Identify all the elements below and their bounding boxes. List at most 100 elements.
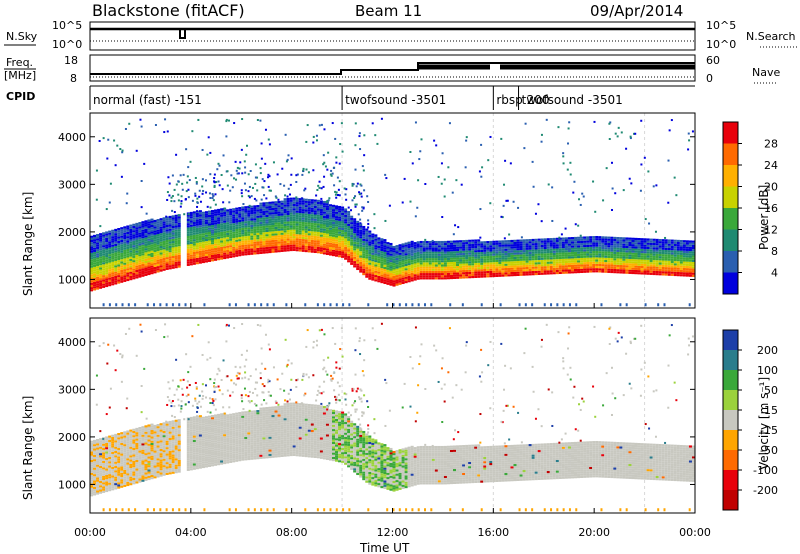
power-cell bbox=[625, 263, 629, 266]
power-cell bbox=[398, 257, 402, 260]
power-cell bbox=[198, 261, 202, 264]
velocity-cell bbox=[108, 450, 112, 453]
power-cell bbox=[204, 224, 208, 227]
power-cell bbox=[630, 182, 633, 185]
power-cell bbox=[440, 258, 444, 261]
power-cell bbox=[304, 215, 308, 218]
power-cell bbox=[141, 261, 145, 264]
power-cell bbox=[377, 241, 381, 244]
power-cell bbox=[543, 261, 547, 265]
power-cell bbox=[120, 237, 124, 240]
power-cell bbox=[277, 213, 281, 216]
power-cell bbox=[398, 282, 402, 285]
power-cell bbox=[371, 248, 375, 251]
power-cell bbox=[580, 266, 584, 269]
power-cell bbox=[141, 270, 145, 273]
power-cell bbox=[274, 226, 278, 230]
power-cell bbox=[186, 218, 190, 222]
power-cell bbox=[549, 238, 553, 241]
power-cell bbox=[259, 243, 263, 246]
power-cell bbox=[241, 118, 244, 121]
power-cell bbox=[344, 255, 348, 258]
power-cell bbox=[564, 265, 568, 268]
power-cell bbox=[198, 248, 202, 251]
power-cell bbox=[350, 226, 354, 229]
power-cell bbox=[223, 237, 227, 240]
power-cell bbox=[649, 255, 653, 258]
power-cell bbox=[248, 185, 251, 188]
power-cell bbox=[144, 267, 148, 270]
power-cell bbox=[217, 255, 221, 259]
power-cell bbox=[673, 246, 677, 249]
power-cell bbox=[153, 226, 157, 229]
power-cell bbox=[688, 244, 692, 247]
power-cell bbox=[212, 194, 215, 197]
power-cell bbox=[156, 242, 160, 245]
power-cell bbox=[583, 247, 587, 250]
power-cell bbox=[108, 236, 112, 240]
power-cell bbox=[616, 262, 620, 265]
power-cell bbox=[510, 265, 514, 268]
power-cell bbox=[108, 279, 112, 282]
power-cell bbox=[347, 230, 351, 233]
power-cell bbox=[401, 251, 405, 255]
power-cell bbox=[295, 232, 299, 235]
power-cell bbox=[213, 181, 216, 184]
velocity-cell bbox=[90, 464, 94, 467]
power-cell bbox=[304, 200, 308, 203]
power-cell bbox=[156, 248, 160, 252]
power-cell bbox=[395, 272, 399, 276]
power-cell bbox=[304, 187, 307, 190]
power-cell bbox=[613, 241, 617, 244]
power-cell bbox=[214, 258, 218, 261]
power-cell bbox=[628, 177, 631, 180]
power-cell bbox=[325, 250, 329, 253]
power-cell bbox=[356, 244, 360, 247]
power-cell bbox=[265, 242, 269, 245]
velocity-cell bbox=[102, 484, 106, 487]
power-cell bbox=[368, 239, 372, 242]
power-cell bbox=[214, 213, 218, 216]
power-cell bbox=[489, 270, 493, 273]
power-cell bbox=[640, 268, 644, 271]
power-cell bbox=[147, 272, 151, 276]
power-cell bbox=[114, 258, 118, 261]
power-cell bbox=[456, 259, 460, 262]
power-cell bbox=[474, 263, 478, 266]
power-cell bbox=[354, 205, 357, 208]
freq-tick-top: 18 bbox=[64, 54, 78, 67]
power-cell bbox=[664, 247, 668, 250]
velocity-cell bbox=[105, 481, 109, 484]
power-cell bbox=[383, 266, 387, 270]
power-cell bbox=[682, 259, 686, 262]
power-cell bbox=[277, 218, 281, 221]
power-cell bbox=[108, 277, 112, 280]
power-cell bbox=[138, 234, 142, 237]
power-cell bbox=[555, 244, 559, 247]
power-cell bbox=[179, 205, 182, 208]
power-cell bbox=[440, 266, 444, 269]
power-cell bbox=[495, 262, 499, 265]
power-cell bbox=[301, 236, 305, 240]
power-cell bbox=[313, 240, 317, 243]
power-cell bbox=[150, 250, 154, 253]
power-cell bbox=[614, 192, 617, 195]
power-cell bbox=[171, 217, 175, 220]
power-cell bbox=[198, 235, 202, 238]
power-cell bbox=[425, 255, 429, 259]
power-cell bbox=[135, 250, 139, 253]
velocity-cell bbox=[93, 474, 97, 477]
power-cell bbox=[453, 246, 457, 250]
power-cell bbox=[510, 248, 514, 251]
power-cell bbox=[268, 225, 272, 228]
power-cell bbox=[583, 266, 587, 269]
power-cell bbox=[495, 255, 499, 258]
power-cell bbox=[223, 209, 227, 213]
power-cell bbox=[670, 254, 674, 257]
power-cell bbox=[437, 262, 441, 265]
power-cell bbox=[105, 208, 108, 211]
power-cell bbox=[471, 254, 475, 257]
power-cell bbox=[217, 232, 221, 235]
power-cell bbox=[174, 263, 178, 267]
power-cell bbox=[138, 232, 142, 235]
